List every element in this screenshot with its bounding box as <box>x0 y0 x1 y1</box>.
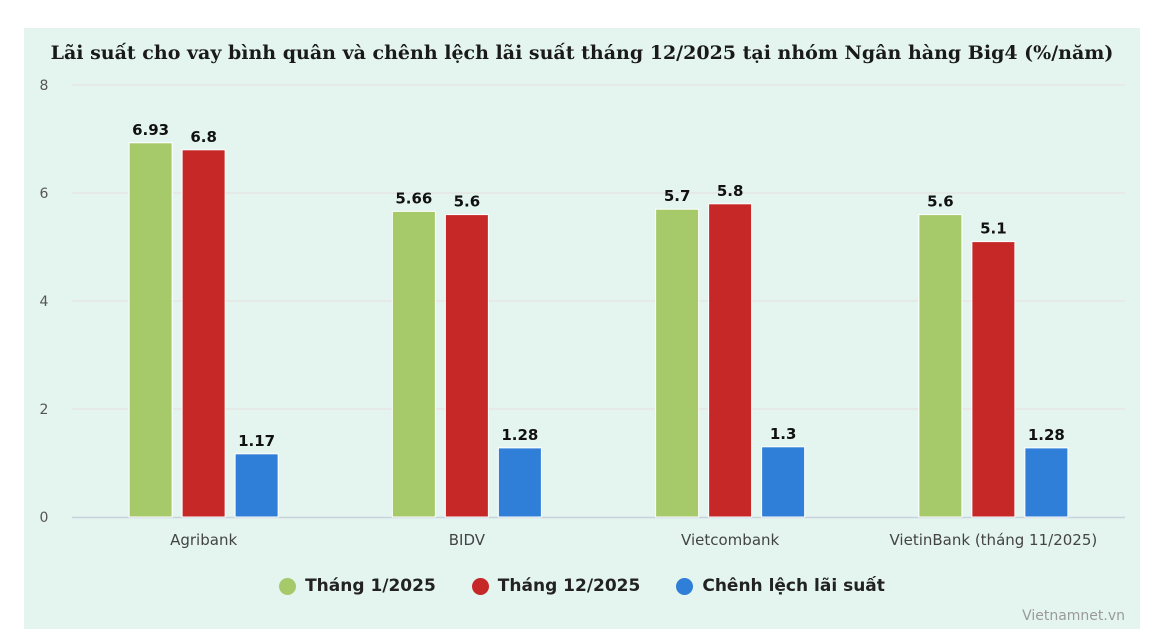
bar <box>497 447 542 518</box>
data-label: 1.17 <box>238 432 275 450</box>
y-tick-label: 4 <box>40 294 49 310</box>
data-label: 1.3 <box>770 425 797 443</box>
bar <box>391 210 436 518</box>
legend-item[interactable]: Tháng 1/2025 <box>279 576 436 596</box>
bar <box>971 241 1016 518</box>
y-tick-label: 6 <box>40 186 49 202</box>
source-credit: Vietnamnet.vn <box>1022 608 1125 624</box>
bar <box>181 149 226 518</box>
bar <box>761 446 806 518</box>
chart-title: Lãi suất cho vay bình quân và chênh lệch… <box>50 42 1114 64</box>
data-label: 5.6 <box>927 193 954 211</box>
legend-item[interactable]: Tháng 12/2025 <box>471 576 641 596</box>
data-label: 5.8 <box>717 182 744 200</box>
legend-label: Chênh lệch lãi suất <box>702 576 885 596</box>
y-tick-label: 2 <box>40 402 49 418</box>
legend-label: Tháng 12/2025 <box>497 576 641 596</box>
legend-marker-icon <box>676 577 694 595</box>
bar <box>128 142 173 518</box>
x-tick-label: VietinBank (tháng 11/2025) <box>890 531 1098 549</box>
data-label: 5.66 <box>395 189 432 207</box>
legend-item[interactable]: Chênh lệch lãi suất <box>676 576 885 596</box>
legend-marker-icon <box>471 577 489 595</box>
data-label: 5.6 <box>454 193 481 211</box>
x-tick-label: Vietcombank <box>681 531 779 549</box>
x-tick-label: Agribank <box>170 531 237 549</box>
data-label: 1.28 <box>1028 426 1065 444</box>
legend: Tháng 1/2025 Tháng 12/2025 Chênh lệch lãi … <box>24 576 1140 596</box>
data-label: 5.1 <box>980 220 1007 238</box>
bar <box>234 453 279 518</box>
bar <box>1024 447 1069 518</box>
legend-label: Tháng 1/2025 <box>305 576 436 596</box>
x-tick-label: BIDV <box>449 531 486 549</box>
data-label: 1.28 <box>501 426 538 444</box>
bar <box>918 214 963 518</box>
y-tick-label: 0 <box>40 510 49 526</box>
y-tick-label: 8 <box>40 78 49 94</box>
data-label: 6.93 <box>132 121 169 139</box>
legend-marker-icon <box>279 577 297 595</box>
data-label: 5.7 <box>664 187 691 205</box>
bar <box>655 208 700 518</box>
bar <box>708 203 753 518</box>
data-label: 6.8 <box>190 128 217 146</box>
bar <box>444 214 489 518</box>
